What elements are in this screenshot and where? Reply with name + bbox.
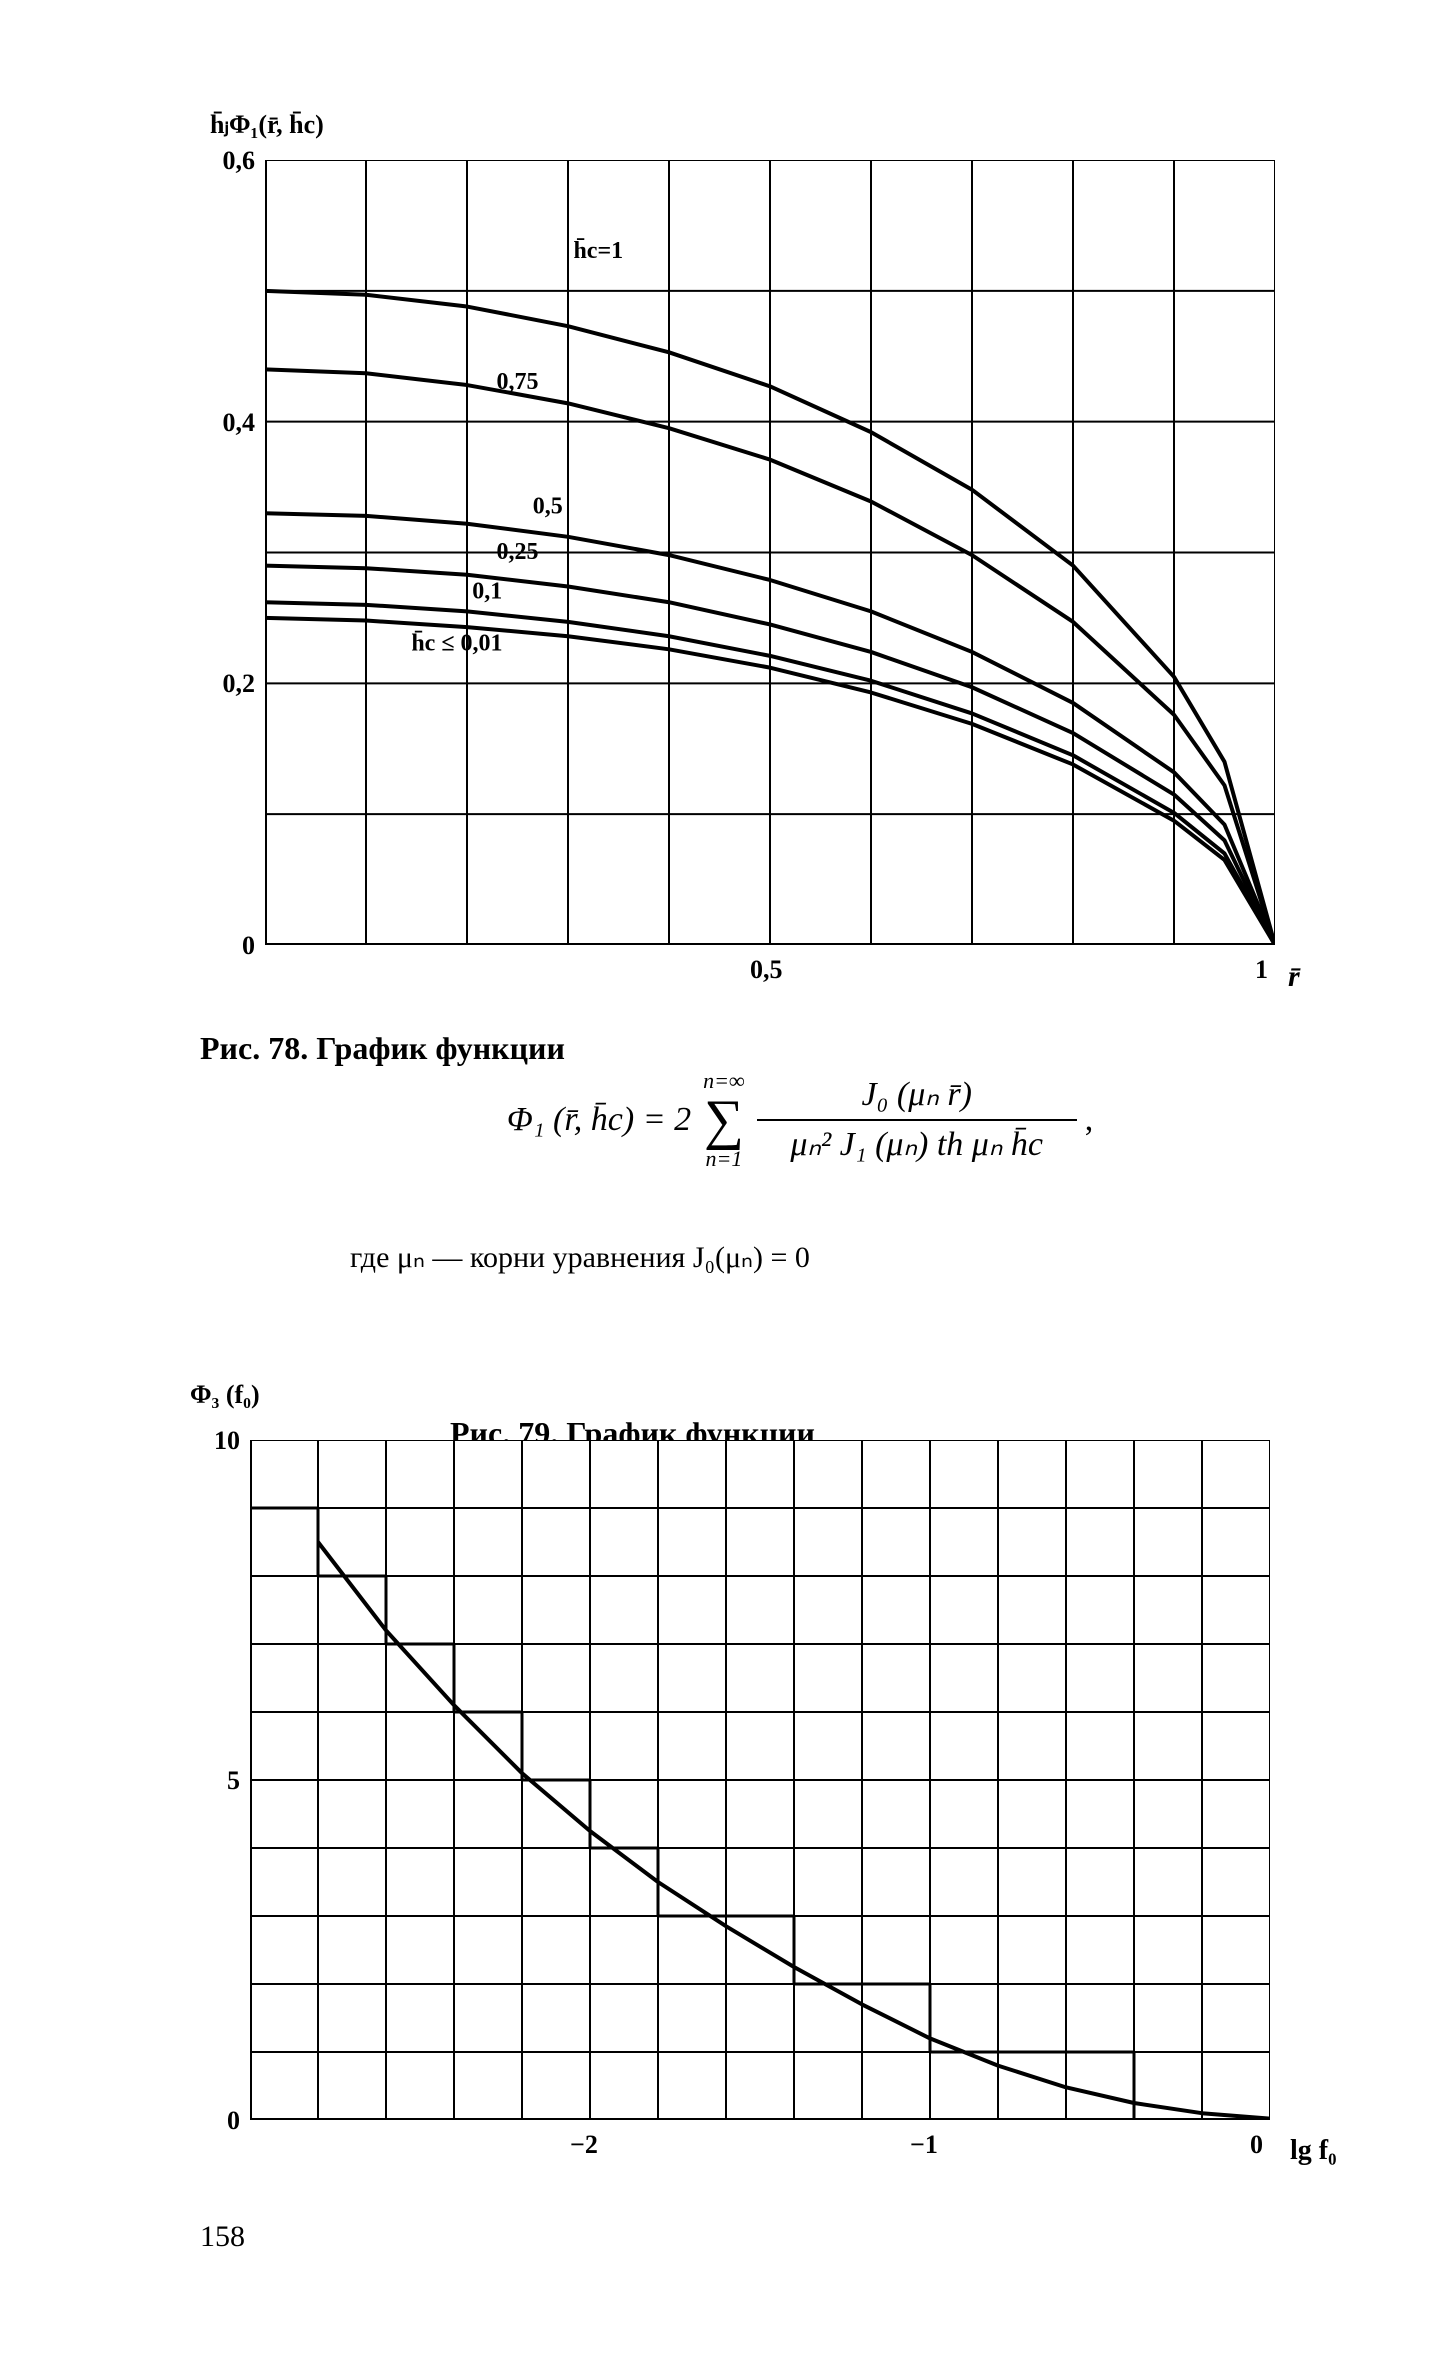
- fig78-y-tick-label: 0: [210, 931, 255, 961]
- fig78-formula-trailing: ,: [1085, 1101, 1094, 1139]
- fig78-y-tick-label: 0,4: [210, 408, 255, 438]
- fig78-formula-frac-top: J₀ (μₙ r̄): [861, 1071, 971, 1119]
- fig78-formula-sum-lower: n=1: [705, 1148, 742, 1170]
- fig79-x-tick-label: −1: [910, 2130, 938, 2160]
- fig79-y-tick-label: 5: [205, 1766, 240, 1796]
- fig78-formula-frac: J₀ (μₙ r̄) μₙ² J₁ (μₙ) th μₙ h̄c: [757, 1071, 1077, 1168]
- svg-text:0,25: 0,25: [497, 539, 539, 565]
- fig78-formula: Φ₁ (r̄, h̄c) = 2 n=∞ ∑ n=1 J₀ (μₙ r̄) μₙ…: [400, 1070, 1200, 1170]
- fig78-formula-sum: n=∞ ∑ n=1: [703, 1070, 745, 1170]
- sigma-icon: ∑: [704, 1092, 744, 1148]
- fig79-x-axis-title: lg f₀: [1290, 2135, 1337, 2167]
- fig78-annotation: где μₙ — корни уравнения J₀(μₙ) = 0: [350, 1240, 810, 1275]
- svg-text:0,5: 0,5: [533, 493, 563, 519]
- svg-text:h̄c ≤ 0,01: h̄c ≤ 0,01: [411, 631, 502, 657]
- svg-text:0,75: 0,75: [497, 369, 539, 395]
- fig78-y-tick-label: 0,6: [210, 146, 255, 176]
- fig79-y-tick-label: 10: [205, 1426, 240, 1456]
- fig78-x-tick-label: 0,5: [750, 955, 783, 985]
- fig79-chart: [250, 1440, 1270, 2120]
- svg-text:0,1: 0,1: [472, 578, 502, 604]
- fig79-y-axis-title: Φ₃ (f₀): [190, 1380, 260, 1410]
- fig79-x-tick-label: 0: [1250, 2130, 1263, 2160]
- fig78-x-axis-title: r̄: [1288, 960, 1300, 994]
- fig79-y-tick-label: 0: [205, 2106, 240, 2136]
- fig78-caption: Рис. 78. График функции: [200, 1030, 565, 1067]
- fig78-formula-frac-bottom: μₙ² J₁ (μₙ) th μₙ h̄c: [790, 1121, 1043, 1169]
- fig78-y-tick-label: 0,2: [210, 669, 255, 699]
- svg-text:h̄c=1: h̄c=1: [573, 238, 623, 264]
- fig79-x-tick-label: −2: [570, 2130, 598, 2160]
- fig78-y-axis-title: h̄ⱼΦ₁(r̄, h̄c): [210, 110, 324, 140]
- page-number: 158: [200, 2220, 245, 2254]
- fig78-chart: h̄c=1 0,75 0,5 0,25 0,1 h̄c ≤ 0,01: [265, 160, 1275, 945]
- fig78-x-tick-label: 1: [1255, 955, 1268, 985]
- fig78-formula-lhs: Φ₁ (r̄, h̄c) = 2: [507, 1101, 691, 1139]
